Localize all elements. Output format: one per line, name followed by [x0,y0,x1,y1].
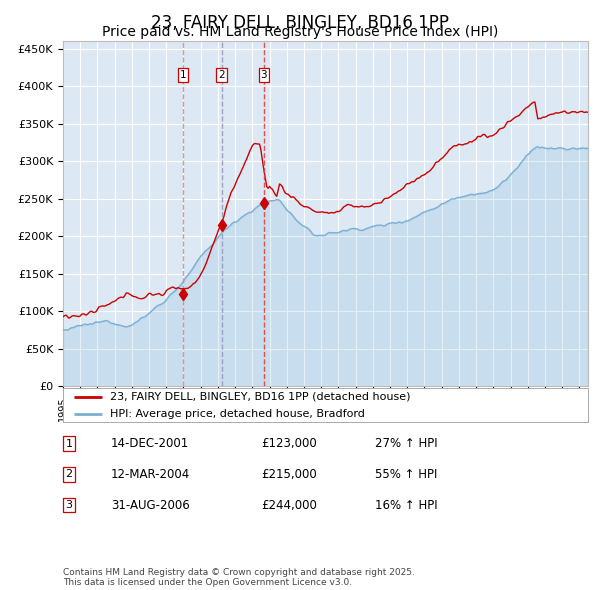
Text: 16% ↑ HPI: 16% ↑ HPI [375,499,437,512]
Text: 14-DEC-2001: 14-DEC-2001 [111,437,189,450]
Text: 2: 2 [218,70,225,80]
Text: HPI: Average price, detached house, Bradford: HPI: Average price, detached house, Brad… [110,409,365,419]
Text: £215,000: £215,000 [261,468,317,481]
Text: 3: 3 [260,70,267,80]
Text: 55% ↑ HPI: 55% ↑ HPI [375,468,437,481]
Text: £244,000: £244,000 [261,499,317,512]
Text: 2: 2 [65,470,73,479]
Text: 31-AUG-2006: 31-AUG-2006 [111,499,190,512]
Text: 3: 3 [65,500,73,510]
Text: Price paid vs. HM Land Registry's House Price Index (HPI): Price paid vs. HM Land Registry's House … [102,25,498,40]
Text: 27% ↑ HPI: 27% ↑ HPI [375,437,437,450]
Text: 23, FAIRY DELL, BINGLEY, BD16 1PP: 23, FAIRY DELL, BINGLEY, BD16 1PP [151,14,449,32]
Text: 12-MAR-2004: 12-MAR-2004 [111,468,190,481]
Text: Contains HM Land Registry data © Crown copyright and database right 2025.
This d: Contains HM Land Registry data © Crown c… [63,568,415,587]
Text: 1: 1 [65,439,73,448]
Text: 23, FAIRY DELL, BINGLEY, BD16 1PP (detached house): 23, FAIRY DELL, BINGLEY, BD16 1PP (detac… [110,392,411,402]
Text: 1: 1 [179,70,186,80]
Text: £123,000: £123,000 [261,437,317,450]
